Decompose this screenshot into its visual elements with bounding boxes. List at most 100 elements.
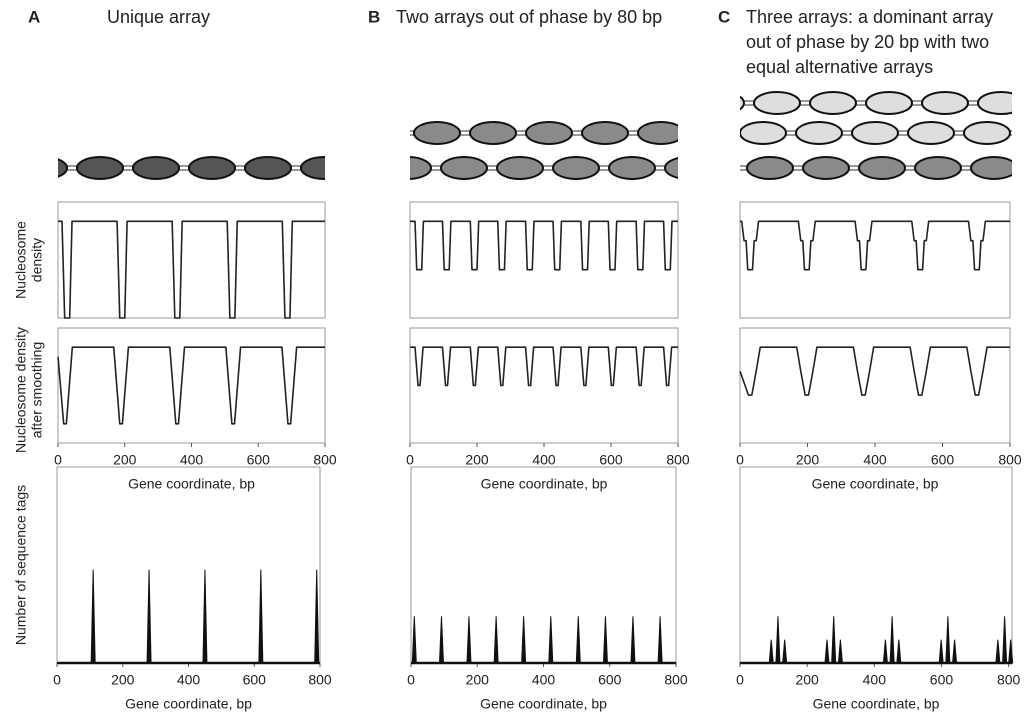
x-tick-label: 0	[53, 672, 61, 688]
plot-frame	[409, 327, 679, 444]
nucleosome	[865, 91, 913, 115]
x-tick-label: 0	[407, 672, 415, 688]
nucleosome	[809, 91, 857, 115]
x-tick-label: 600	[931, 452, 955, 468]
nucleosome-array	[691, 156, 1012, 180]
tag-spike	[548, 616, 554, 664]
plot-frame	[409, 201, 679, 319]
x-tick-label: 200	[795, 672, 819, 688]
panel-title: Three arrays: a dominant array	[746, 7, 993, 27]
nucleosome	[552, 156, 600, 180]
nucleosome	[851, 121, 899, 145]
nucleosome	[525, 121, 573, 145]
x-tick-label: 0	[406, 452, 414, 468]
plot-frame	[56, 466, 321, 664]
density-line	[410, 346, 678, 387]
tag-spike	[945, 616, 951, 664]
y-axis-label: after smoothing	[29, 342, 45, 439]
plot-frame	[739, 201, 1011, 319]
plot-frame	[410, 466, 677, 664]
nucleosome-array	[410, 121, 740, 145]
x-tick-label: 200	[466, 672, 490, 688]
x-tick-label: 400	[177, 672, 201, 688]
nucleosome	[977, 91, 1012, 115]
tag-spike	[602, 616, 608, 664]
x-tick-label: 800	[666, 452, 690, 468]
x-tick-label: 400	[180, 452, 204, 468]
tag-spike	[882, 639, 888, 664]
x-tick-label: 400	[863, 672, 887, 688]
nucleosome-array	[58, 156, 325, 180]
nucleosome	[300, 156, 325, 180]
tag-spike	[837, 639, 843, 664]
panel-letter: C	[718, 7, 730, 26]
nucleosome	[746, 156, 794, 180]
x-tick-label: 0	[736, 452, 744, 468]
x-tick-label: 600	[598, 672, 622, 688]
x-tick-label: 0	[736, 672, 744, 688]
x-tick-label: 200	[796, 452, 820, 468]
nucleosome	[691, 157, 737, 179]
nucleosome	[188, 156, 236, 180]
x-tick-label: 800	[998, 452, 1022, 468]
x-axis-label: Gene coordinate, bp	[813, 696, 940, 712]
tag-spike	[1002, 616, 1008, 664]
nucleosome	[907, 121, 955, 145]
nucleosome	[914, 156, 962, 180]
y-axis-label: Nucleosome density	[13, 327, 29, 453]
nucleosome	[795, 121, 843, 145]
panel-title: out of phase by 20 bp with two	[746, 32, 989, 52]
tag-spike	[952, 639, 958, 664]
nucleosome	[496, 156, 544, 180]
x-tick-label: 800	[308, 672, 332, 688]
nucleosome	[410, 156, 432, 180]
nucleosome-array	[410, 156, 678, 180]
nucleosome	[132, 156, 180, 180]
x-tick-label: 600	[930, 672, 954, 688]
nucleosome	[664, 157, 678, 179]
tag-spike	[896, 639, 902, 664]
nucleosome	[58, 158, 68, 178]
tag-spike	[575, 616, 581, 664]
tag-spike	[258, 569, 264, 664]
nucleosome	[802, 156, 850, 180]
nucleosome	[469, 121, 517, 145]
y-axis-label: Nucleosome	[13, 221, 29, 299]
nucleosome	[694, 122, 740, 144]
nucleosome	[440, 156, 488, 180]
tag-spike	[657, 616, 663, 664]
nucleosome	[963, 121, 1011, 145]
x-tick-label: 200	[465, 452, 489, 468]
tag-spike	[411, 616, 417, 664]
density-line	[58, 220, 325, 319]
panel-title: Two arrays out of phase by 80 bp	[396, 7, 662, 27]
tag-spike	[521, 616, 527, 664]
x-tick-label: 600	[247, 452, 271, 468]
x-tick-label: 400	[532, 452, 556, 468]
nucleosome	[921, 91, 969, 115]
x-tick-label: 600	[243, 672, 267, 688]
density-line	[57, 346, 325, 425]
nucleosome	[740, 121, 787, 145]
nucleosome	[740, 95, 745, 111]
tag-spike	[493, 616, 499, 664]
density-line	[740, 220, 1010, 271]
density-line	[410, 220, 678, 271]
tag-spike	[314, 569, 320, 664]
tag-spike	[1008, 639, 1014, 664]
tag-spike	[466, 616, 472, 664]
x-axis-label: Gene coordinate, bp	[812, 476, 939, 492]
tag-spike	[90, 569, 96, 664]
tag-spike	[782, 639, 788, 664]
nucleosome	[753, 91, 801, 115]
nucleosome	[76, 156, 124, 180]
density-line	[739, 346, 1010, 396]
panel-title: Unique array	[107, 7, 210, 27]
tag-spike	[831, 616, 837, 664]
nucleosome	[1020, 122, 1025, 144]
x-tick-label: 800	[997, 672, 1021, 688]
plot-frame	[57, 201, 326, 319]
plot-frame	[739, 466, 1013, 664]
plot-frame	[739, 327, 1011, 444]
